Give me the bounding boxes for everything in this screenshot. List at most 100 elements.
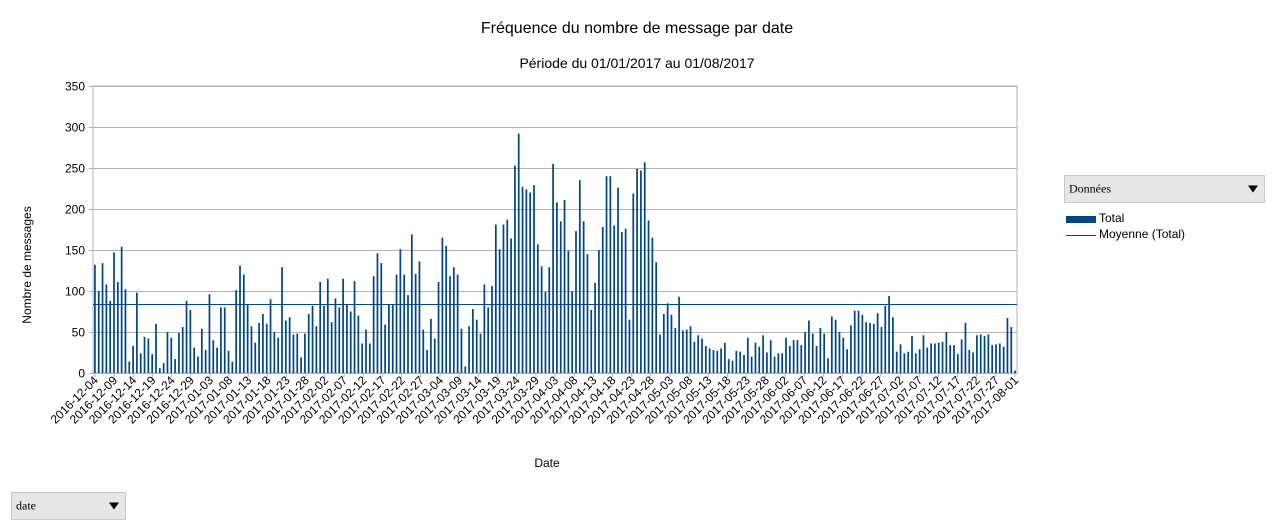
bar bbox=[426, 350, 428, 373]
bar bbox=[594, 282, 596, 373]
bar bbox=[739, 351, 742, 373]
bar bbox=[250, 326, 253, 373]
bar bbox=[414, 273, 417, 373]
bar bbox=[998, 343, 1001, 373]
bar bbox=[956, 354, 959, 373]
bar bbox=[334, 298, 337, 373]
bar bbox=[697, 335, 700, 373]
chevron-down-icon bbox=[1248, 185, 1258, 193]
bar bbox=[407, 295, 409, 373]
date-field-dropdown[interactable]: date bbox=[11, 492, 126, 520]
bar bbox=[101, 263, 104, 373]
bar bbox=[353, 281, 356, 373]
bar bbox=[712, 350, 715, 373]
bar bbox=[724, 342, 726, 373]
y-tick-label: 350 bbox=[65, 80, 85, 94]
bar bbox=[811, 333, 814, 373]
bar bbox=[758, 346, 761, 373]
bar bbox=[136, 292, 138, 373]
bar bbox=[620, 231, 623, 373]
bar bbox=[460, 328, 463, 373]
bar bbox=[624, 228, 627, 373]
bar bbox=[884, 305, 887, 373]
bar bbox=[830, 316, 833, 373]
bar bbox=[609, 176, 612, 373]
y-tick-label: 50 bbox=[72, 326, 86, 340]
bar bbox=[281, 267, 283, 373]
bar bbox=[834, 319, 837, 373]
bar bbox=[857, 310, 860, 373]
bar bbox=[895, 351, 898, 373]
chart-subtitle: Période du 01/01/2017 au 01/08/2017 bbox=[519, 55, 754, 71]
bar bbox=[559, 221, 562, 373]
bar bbox=[178, 332, 180, 373]
bar bbox=[185, 300, 188, 373]
legend-swatch-line bbox=[1066, 235, 1096, 236]
bar bbox=[788, 345, 791, 373]
bar bbox=[1006, 318, 1009, 373]
bar bbox=[395, 274, 398, 373]
bar bbox=[773, 356, 776, 373]
bar bbox=[338, 307, 341, 373]
y-tick-label: 150 bbox=[65, 244, 85, 258]
data-field-dropdown[interactable]: Données bbox=[1064, 175, 1265, 203]
bar bbox=[212, 340, 215, 373]
bar bbox=[995, 344, 997, 373]
bar bbox=[388, 304, 390, 373]
bar bbox=[590, 309, 593, 373]
bar bbox=[151, 354, 154, 373]
bar bbox=[231, 361, 234, 373]
bar bbox=[529, 192, 532, 373]
bar bbox=[964, 322, 967, 373]
bar bbox=[433, 338, 436, 373]
bar bbox=[391, 304, 394, 373]
bar bbox=[418, 261, 421, 373]
bar bbox=[582, 221, 585, 373]
bar bbox=[552, 163, 554, 373]
bar bbox=[872, 323, 875, 373]
bar bbox=[262, 313, 264, 373]
bar bbox=[934, 343, 936, 373]
bar bbox=[701, 338, 703, 373]
bar bbox=[979, 334, 982, 373]
bar bbox=[155, 323, 157, 373]
bar bbox=[498, 249, 501, 373]
bar bbox=[670, 314, 673, 373]
bar bbox=[727, 359, 730, 373]
bar bbox=[170, 337, 173, 373]
bar bbox=[804, 332, 806, 373]
bar bbox=[403, 274, 406, 373]
bar bbox=[785, 337, 787, 373]
bar bbox=[139, 353, 142, 373]
bar bbox=[972, 352, 974, 373]
bar bbox=[613, 225, 616, 373]
bar bbox=[502, 224, 505, 373]
bar bbox=[197, 356, 199, 373]
bar bbox=[540, 266, 543, 373]
bar bbox=[174, 359, 176, 373]
bar bbox=[235, 290, 238, 373]
bar bbox=[479, 333, 482, 373]
bar bbox=[888, 295, 890, 373]
bar bbox=[777, 353, 780, 373]
bar bbox=[273, 332, 276, 373]
bar bbox=[575, 231, 577, 373]
bar bbox=[94, 264, 96, 373]
bar bbox=[689, 326, 692, 373]
bar bbox=[918, 349, 921, 373]
bar bbox=[536, 244, 539, 373]
bar bbox=[571, 291, 574, 373]
bar bbox=[640, 170, 642, 373]
bar bbox=[662, 313, 665, 373]
bar bbox=[487, 307, 490, 373]
y-tick-label: 200 bbox=[65, 203, 85, 217]
bar bbox=[869, 322, 871, 373]
y-tick-label: 250 bbox=[65, 162, 85, 176]
bar bbox=[158, 368, 161, 373]
bar bbox=[216, 347, 218, 373]
bar bbox=[926, 347, 929, 373]
legend-swatch-bar bbox=[1066, 216, 1096, 223]
bar bbox=[720, 348, 722, 373]
bar bbox=[284, 320, 287, 373]
